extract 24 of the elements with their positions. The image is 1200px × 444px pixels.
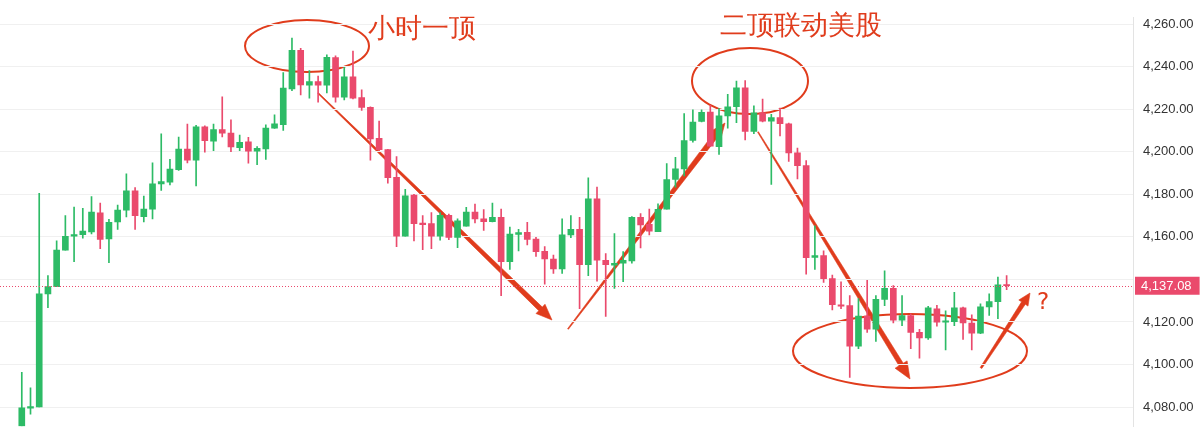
y-tick-label: 4,220.00 [1143, 100, 1194, 116]
candlestick [419, 215, 427, 250]
annotation: ? [1037, 287, 1050, 314]
y-tick-label: 4,180.00 [1143, 185, 1194, 201]
candlestick [619, 251, 627, 282]
candlestick [767, 114, 775, 185]
candlestick [480, 209, 488, 231]
y-tick-label: 4,200.00 [1143, 143, 1194, 159]
y-tick-label: 4,240.00 [1143, 58, 1194, 74]
candlestick [811, 225, 819, 270]
candlestick [218, 96, 226, 138]
candlestick [314, 75, 322, 103]
y-tick-label: 4,080.00 [1143, 398, 1194, 414]
y-tick-label: 4,100.00 [1143, 356, 1194, 372]
candlestick [157, 133, 165, 191]
annotation: 二顶联动美股 [720, 9, 882, 41]
y-tick-label: 4,260.00 [1143, 15, 1194, 31]
candlestick [70, 206, 78, 263]
candlestick [541, 246, 549, 285]
y-tick-label: 4,120.00 [1143, 313, 1194, 329]
candlestick [79, 208, 87, 239]
annotation: 小时一顶 [368, 12, 476, 44]
y-tick-label: 4,160.00 [1143, 228, 1194, 244]
ref-line-label: 4,137.08 [1141, 277, 1192, 293]
